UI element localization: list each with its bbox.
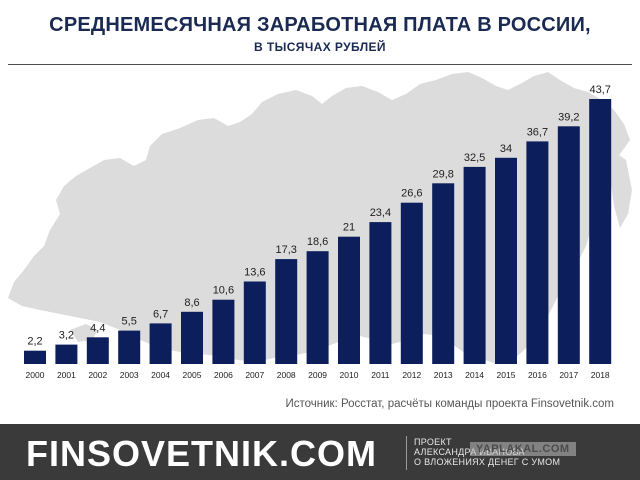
x-tick-label-2018: 2018 xyxy=(591,370,610,380)
project-tagline: ПРОЕКТ АЛЕКСАНДРА ИВАНОВА О ВЛОЖЕНИЯХ ДЕ… xyxy=(414,437,560,467)
x-tick-label-2013: 2013 xyxy=(434,370,453,380)
bar-2005 xyxy=(181,311,203,364)
value-label-2012: 26,6 xyxy=(401,188,422,200)
x-tick-label-2011: 2011 xyxy=(371,370,390,380)
x-tick-label-2006: 2006 xyxy=(214,370,233,380)
project-line: ПРОЕКТ xyxy=(414,437,452,447)
chart-subtitle: В ТЫСЯЧАХ РУБЛЕЙ xyxy=(254,40,386,54)
x-tick-label-2007: 2007 xyxy=(245,370,264,380)
value-label-2001: 3,2 xyxy=(59,330,74,342)
watermark: YAPLAKAL.COM xyxy=(470,442,576,456)
value-label-2003: 5,5 xyxy=(122,316,137,328)
value-label-2002: 4,4 xyxy=(90,322,105,334)
x-tick-label-2017: 2017 xyxy=(559,370,578,380)
x-tick-label-2014: 2014 xyxy=(465,370,484,380)
bar-2011 xyxy=(369,222,392,364)
bar-2009 xyxy=(306,251,329,364)
value-label-2009: 18,6 xyxy=(307,236,328,248)
footer-banner: FINSOVETNIK.COM ПРОЕКТ АЛЕКСАНДРА ИВАНОВ… xyxy=(0,424,640,480)
brand-logo-text: FINSOVETNIK.COM xyxy=(26,433,378,474)
bar-2010 xyxy=(338,236,360,364)
value-labels-layer: 2,2 3,2 4,4 5,5 6,7 8,6 10,6 13,6 17,3 18,6 21 23,4… xyxy=(27,84,611,348)
x-tick-label-2005: 2005 xyxy=(183,370,202,380)
bar-2013 xyxy=(432,183,455,364)
value-label-2017: 39,2 xyxy=(558,111,579,123)
bar-2014 xyxy=(463,166,486,364)
brand-divider xyxy=(406,436,407,470)
bar-2007 xyxy=(243,281,266,364)
x-tick-label-2003: 2003 xyxy=(120,370,139,380)
x-tick-label-2002: 2002 xyxy=(88,370,107,380)
value-label-2005: 8,6 xyxy=(184,297,199,309)
bar-2006 xyxy=(212,299,235,364)
value-label-2018: 43,7 xyxy=(589,84,610,96)
value-label-2013: 29,8 xyxy=(432,168,453,180)
chart-title: СРЕДНЕМЕСЯЧНАЯ ЗАРАБОТНАЯ ПЛАТА В РОССИИ… xyxy=(49,14,591,36)
bar-2003 xyxy=(118,330,141,364)
x-tick-label-2015: 2015 xyxy=(497,370,516,380)
kamchatka-map-shape xyxy=(610,150,632,228)
x-tick-label-2004: 2004 xyxy=(151,370,170,380)
project-line: АЛЕКСАНДРА ИВАНОВА xyxy=(414,447,525,457)
bar-2002 xyxy=(86,337,109,364)
bar-2004 xyxy=(149,323,172,364)
title-divider xyxy=(8,64,632,65)
x-tick-label-2016: 2016 xyxy=(528,370,547,380)
x-tick-label-2010: 2010 xyxy=(340,370,359,380)
project-line: О ВЛОЖЕНИЯХ ДЕНЕГ С УМОМ xyxy=(414,457,561,467)
bar-2000 xyxy=(24,350,46,364)
bar-2012 xyxy=(400,202,423,364)
value-label-2016: 36,7 xyxy=(527,126,548,138)
value-label-2010: 21 xyxy=(343,222,355,234)
bar-2015 xyxy=(495,157,517,364)
source-note: Источник: Росстат, расчёты команды проек… xyxy=(285,398,614,410)
bar-2008 xyxy=(275,259,298,364)
value-label-2000: 2,2 xyxy=(27,336,42,348)
x-tick-label-2012: 2012 xyxy=(402,370,421,380)
value-label-2006: 10,6 xyxy=(213,285,234,297)
value-label-2015: 34 xyxy=(500,143,512,155)
value-label-2007: 13,6 xyxy=(244,267,265,279)
bar-2001 xyxy=(55,344,78,364)
value-label-2008: 17,3 xyxy=(275,244,296,256)
x-tick-label-2008: 2008 xyxy=(277,370,296,380)
bar-2018 xyxy=(589,99,612,364)
bar-chart: 2,2 3,2 4,4 5,5 6,7 8,6 10,6 13,6 17,3 18,6 21 23,4… xyxy=(8,72,632,380)
value-label-2014: 32,5 xyxy=(464,152,485,164)
value-label-2004: 6,7 xyxy=(153,308,168,320)
bars-layer xyxy=(24,99,612,364)
x-tick-label-2000: 2000 xyxy=(26,370,45,380)
bar-2017 xyxy=(557,126,580,364)
x-tick-label-2001: 2001 xyxy=(57,370,76,380)
bar-2016 xyxy=(526,141,549,364)
x-tick-label-2009: 2009 xyxy=(308,370,327,380)
value-label-2011: 23,4 xyxy=(370,207,391,219)
x-tick-labels-layer: 2000 2001 2002 2003 2004 2005 2006 2007 2008 2009… xyxy=(26,370,610,380)
